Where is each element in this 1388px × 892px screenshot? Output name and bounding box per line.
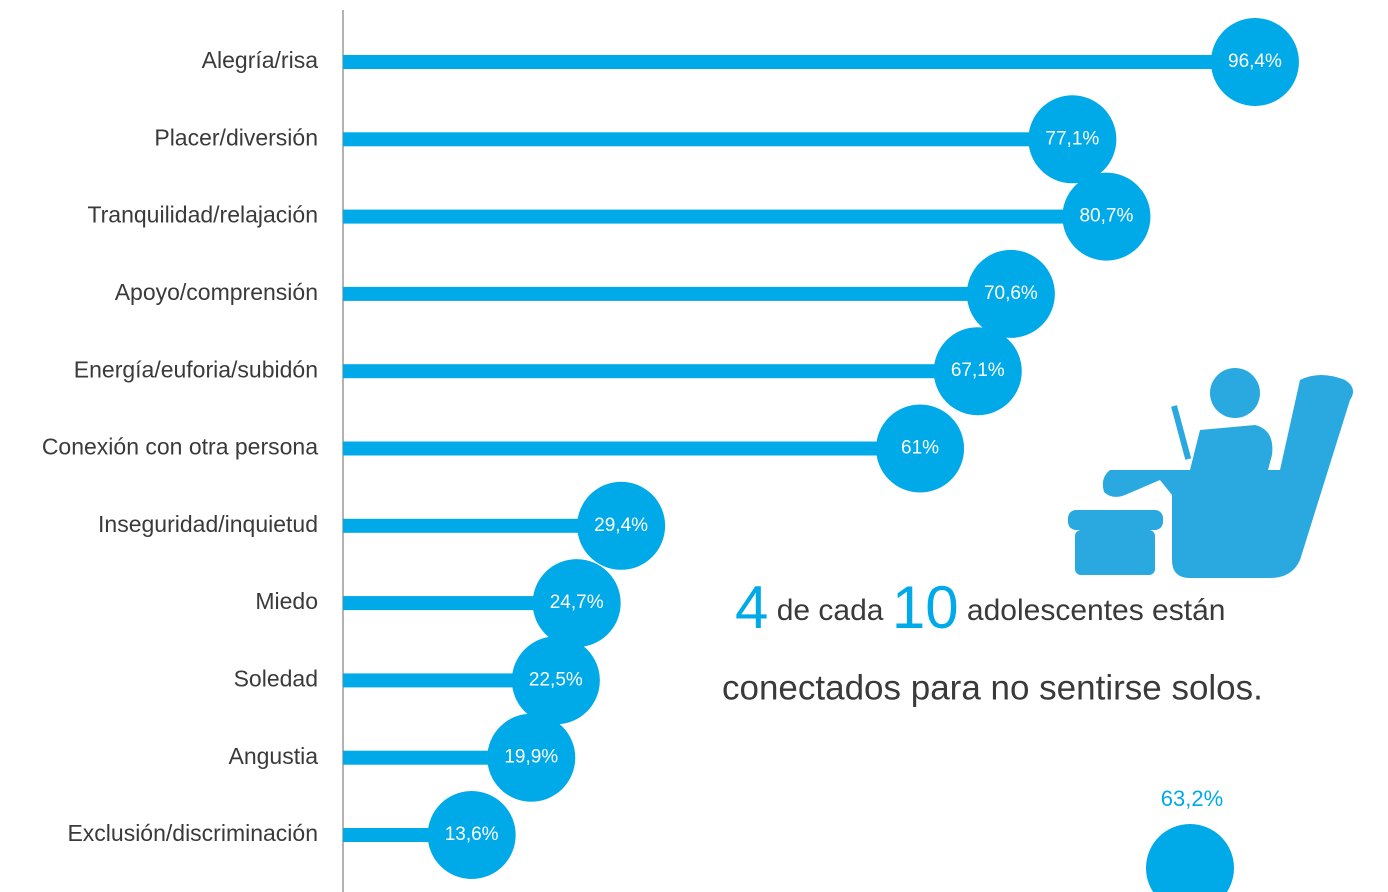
value-label: 29,4% <box>594 515 648 536</box>
callout-text: de cada <box>777 594 884 627</box>
value-label: 22,5% <box>529 669 583 690</box>
category-label: Alegría/risa <box>202 47 319 73</box>
bar <box>343 55 1255 69</box>
bar <box>343 750 532 765</box>
bar-end <box>532 559 621 648</box>
bar-end <box>1062 172 1151 261</box>
bar <box>343 286 1011 301</box>
callout-line-1: 4 de cada 10 adolescentes están <box>735 574 1225 641</box>
value-label: 61% <box>901 438 939 459</box>
bar-end <box>427 791 516 879</box>
category-label: Conexión con otra persona <box>42 434 318 460</box>
bar <box>343 364 978 379</box>
callout-number: 10 <box>892 574 959 641</box>
value-label: 96,4% <box>1228 51 1282 72</box>
bar-end <box>487 713 576 802</box>
category-label: Miedo <box>255 588 318 614</box>
bar <box>343 673 556 688</box>
value-label: 13,6% <box>445 824 499 845</box>
bar <box>343 518 622 533</box>
bar <box>343 596 577 611</box>
bar <box>343 209 1107 224</box>
bar-end <box>577 481 666 570</box>
bar <box>343 132 1073 147</box>
category-label: Apoyo/comprensión <box>115 279 318 305</box>
bar-end <box>1210 18 1299 106</box>
value-label: 80,7% <box>1079 206 1133 227</box>
value-label: 67,1% <box>951 360 1005 381</box>
bar-end <box>1028 95 1117 184</box>
category-label: Placer/diversión <box>154 124 318 150</box>
bar-end <box>933 327 1022 416</box>
callout-line-2: conectados para no sentirse solos. <box>722 668 1263 707</box>
value-label: 19,9% <box>504 747 558 768</box>
bar <box>343 441 921 456</box>
bar-end <box>876 404 965 493</box>
category-label: Tranquilidad/relajación <box>87 202 318 228</box>
person-icon <box>1068 368 1354 578</box>
category-label: Exclusión/discriminación <box>67 820 318 846</box>
category-label: Angustia <box>228 743 318 769</box>
value-label: 77,1% <box>1045 128 1099 149</box>
bar-end <box>511 636 600 725</box>
bar-end <box>966 249 1055 338</box>
category-label: Energía/euforia/subidón <box>74 356 318 382</box>
category-label: Soledad <box>234 665 318 691</box>
callout-text: adolescentes están <box>967 594 1226 627</box>
value-label: 24,7% <box>550 592 604 613</box>
decor-circle <box>1146 824 1234 892</box>
extra-label: 63,2% <box>1161 786 1223 811</box>
value-label: 70,6% <box>984 283 1038 304</box>
category-label: Inseguridad/inquietud <box>98 511 318 537</box>
callout-number: 4 <box>735 574 768 641</box>
